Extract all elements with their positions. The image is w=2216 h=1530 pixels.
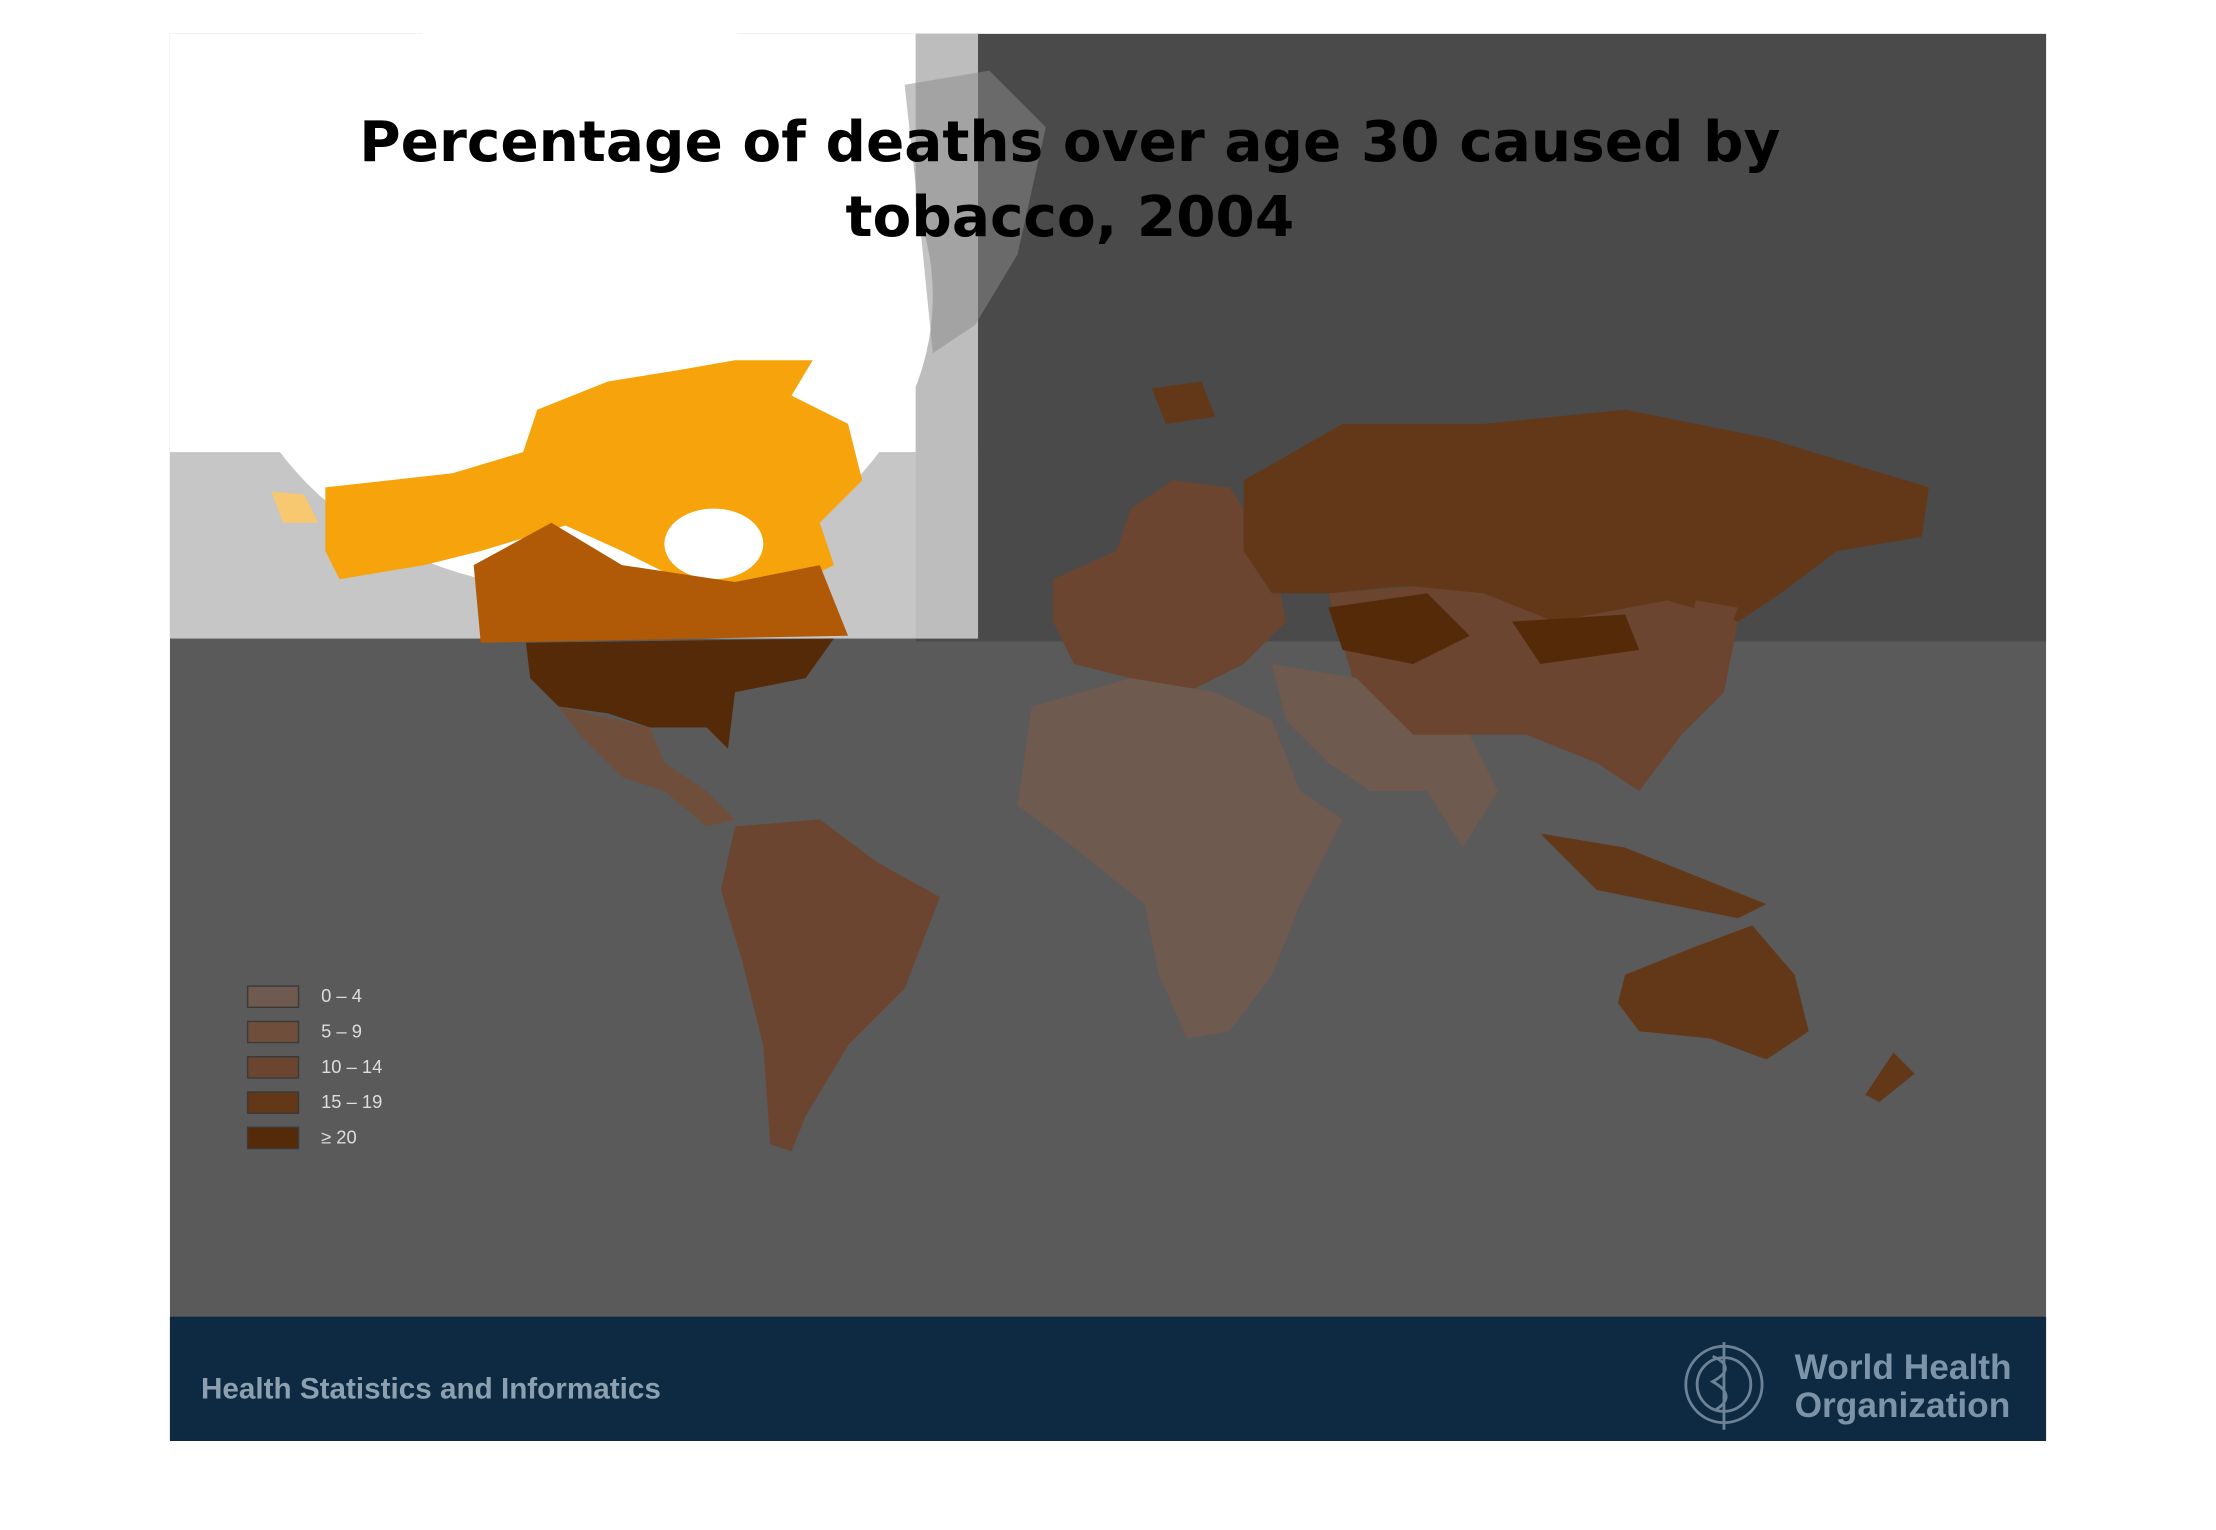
south-america <box>720 819 940 1152</box>
australia <box>1618 925 1809 1060</box>
southeast-asia <box>1540 833 1767 919</box>
mexico <box>558 706 736 827</box>
legend-swatch <box>246 1126 300 1150</box>
africa <box>1017 678 1343 1039</box>
legend-swatch <box>246 1091 300 1114</box>
title-line: Percentage of deaths over age 30 caused … <box>359 110 1780 175</box>
mongolia <box>1512 614 1640 664</box>
japan <box>1681 600 1739 707</box>
alaska-tip <box>271 491 319 523</box>
logo-text: World Health <box>1795 1348 2012 1387</box>
canada-south <box>473 522 849 643</box>
legend-label: 15 – 19 <box>321 1091 382 1112</box>
legend: 0 – 4 5 – 9 10 – 14 15 – 19 ≥ 20 <box>246 985 382 1150</box>
title-line: tobacco, 2004 <box>846 185 1295 250</box>
footer-text: Health Statistics and Informatics <box>201 1373 661 1406</box>
legend-label: ≥ 20 <box>321 1127 357 1148</box>
middle-east-india <box>1271 663 1498 848</box>
logo-text: Organization <box>1795 1386 2011 1425</box>
legend-swatch <box>246 1020 300 1044</box>
russia <box>1243 409 1929 622</box>
hudson-bay <box>664 508 764 580</box>
greenland <box>904 70 1046 354</box>
new-zealand <box>1865 1052 1915 1102</box>
legend-label: 10 – 14 <box>321 1056 382 1077</box>
europe <box>1052 480 1287 693</box>
legend-label: 0 – 4 <box>321 985 362 1006</box>
kazakhstan <box>1328 593 1470 664</box>
legend-label: 5 – 9 <box>321 1021 362 1042</box>
legend-swatch <box>246 985 300 1008</box>
who-emblem <box>1684 1342 1764 1430</box>
legend-swatch <box>246 1056 300 1079</box>
usa <box>525 638 834 749</box>
svalbard <box>1151 381 1216 424</box>
